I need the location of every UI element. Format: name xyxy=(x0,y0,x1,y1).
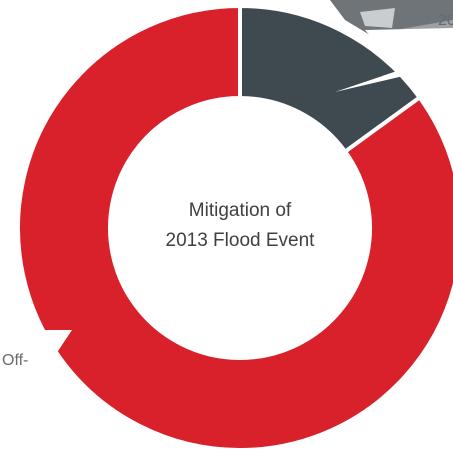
callout-left-label: Off- xyxy=(2,352,28,369)
callout-left: Off- xyxy=(0,330,72,453)
center-label-line-2: 2013 Flood Event xyxy=(166,230,316,251)
callout-top-right-label: 20 xyxy=(438,12,453,29)
donut-slices xyxy=(16,3,453,452)
center-label-line-1: Mitigation of xyxy=(189,200,292,221)
donut-slice-1 xyxy=(16,3,453,452)
callout-top-right: 20 xyxy=(335,12,453,92)
